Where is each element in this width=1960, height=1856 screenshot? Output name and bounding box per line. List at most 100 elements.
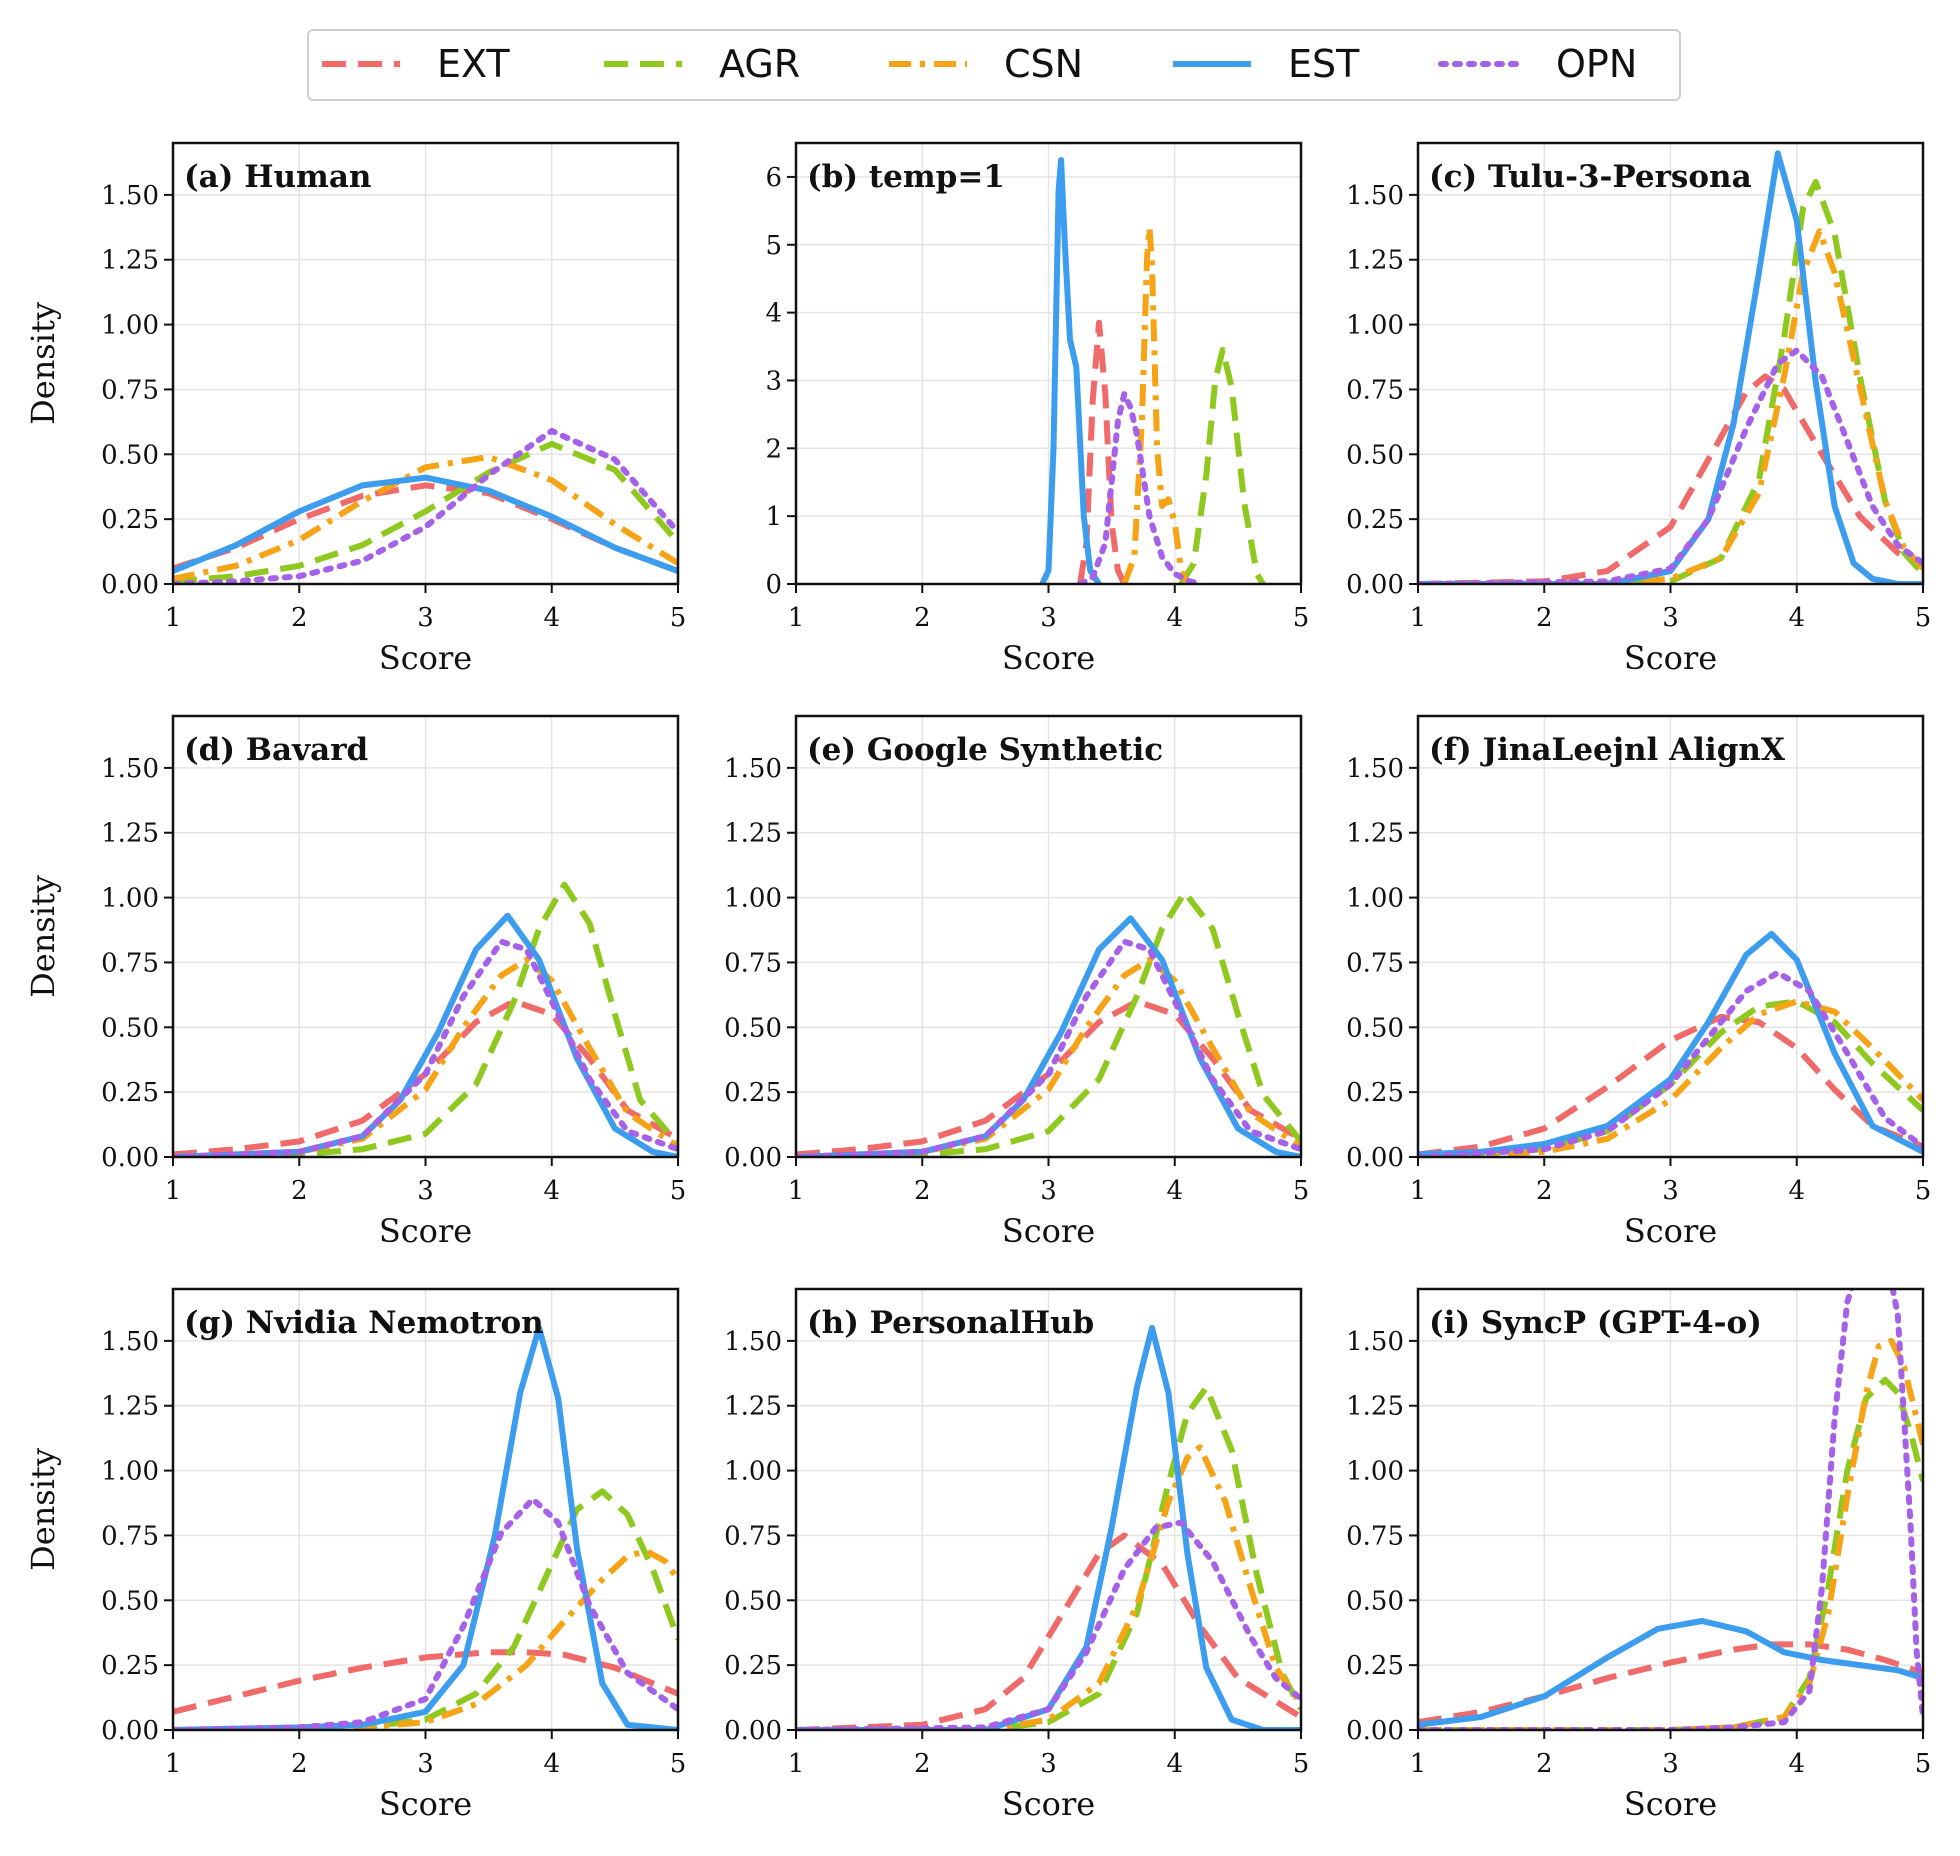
panels-grid: 1 2 3 4 5 0.00 0.25 0.50 0.75 1.00 1.25 1.50 (a) Hum… [24,141,1932,1823]
series-line-ext [796,1532,1301,1730]
x-tick-label: 1 [165,1176,182,1206]
y-tick-label: 0.00 [101,1143,159,1173]
y-tick-label: 0.25 [1346,1078,1404,1108]
panel-title: (c) Tulu-3-Persona [1429,159,1752,195]
series-line-ext [173,998,678,1157]
y-tick-label: 1.50 [724,1327,782,1357]
series-line-opn [796,938,1301,1157]
y-tick-label: 0.75 [724,1521,782,1551]
x-tick-label: 4 [1166,1749,1183,1779]
y-tick-label: 0.75 [1346,375,1404,405]
x-tick-label: 4 [543,603,560,633]
x-tick-label: 4 [1166,1176,1183,1206]
x-axis-label: Score [1002,1785,1095,1823]
series-line-csn [1418,1337,1923,1730]
y-tick-label: 1.00 [101,311,159,341]
y-tick-label: 0.25 [101,1078,159,1108]
legend-label-opn: OPN [1556,42,1637,86]
y-tick-label: 0.25 [101,1651,159,1681]
series-line-agr [173,440,678,584]
series-line-csn [796,1444,1301,1730]
x-tick-label: 3 [1040,603,1057,633]
legend-label-ext: EXT [437,42,510,86]
y-tick-label: 1.00 [1346,311,1404,341]
y-tick-label: 1.25 [1346,246,1404,276]
y-tick-label: 1.25 [1346,819,1404,849]
y-tick-label: 0.00 [724,1143,782,1173]
x-tick-label: 2 [291,603,308,633]
series-line-ext [1418,373,1923,584]
legend-label-agr: AGR [719,42,800,86]
y-tick-label: 0.25 [101,505,159,535]
y-tick-label: 0.00 [1346,1716,1404,1746]
series-line-opn [796,1519,1301,1730]
y-tick-label: 0.00 [1346,1143,1404,1173]
y-tick-label: 1.25 [101,819,159,849]
y-tick-label: 1.25 [724,819,782,849]
x-tick-label: 3 [1662,1176,1679,1206]
y-tick-label: 0.75 [724,948,782,978]
series-group [173,427,678,584]
y-tick-label: 0.50 [1346,440,1404,470]
y-tick-label: 0.50 [1346,1013,1404,1043]
x-axis-label: Score [1624,1785,1717,1823]
series-line-agr [796,1384,1301,1730]
y-tick-label: 1.50 [101,181,159,211]
y-tick-label: 1.00 [1346,884,1404,914]
x-tick-label: 5 [1915,1749,1932,1779]
panel-c: 1 2 3 4 5 0.00 0.25 0.50 0.75 1.00 1.25 1.50 (c) Tul… [1346,141,1932,677]
y-tick-label: 0.75 [101,375,159,405]
x-tick-label: 5 [670,1176,687,1206]
series-line-agr [1178,346,1266,584]
x-tick-label: 3 [1040,1176,1057,1206]
panel-title: (i) SyncP (GPT-4-o) [1429,1305,1762,1341]
y-tick-label: 0.00 [724,1716,782,1746]
series-line-est [1418,930,1923,1157]
x-tick-label: 1 [165,1749,182,1779]
y-tick-label: 1.50 [101,754,159,784]
y-axis-label: Density [24,302,62,425]
legend-label-csn: CSN [1004,42,1083,86]
x-tick-label: 3 [417,603,434,633]
y-tick-label: 0.25 [724,1651,782,1681]
x-axis-label: Score [1002,1212,1095,1250]
series-line-est [1418,150,1923,584]
y-tick-label: 1.50 [1346,181,1404,211]
panel-title: (b) temp=1 [807,159,1005,195]
series-line-opn [173,938,678,1157]
y-tick-label: 4 [765,299,782,329]
x-axis-label: Score [379,1212,472,1250]
y-tick-label: 0.00 [1346,570,1404,600]
x-tick-label: 5 [1915,603,1932,633]
panel-f: 1 2 3 4 5 0.00 0.25 0.50 0.75 1.00 1.25 1.50 (f) Jin… [1346,714,1932,1250]
legend-label-est: EST [1288,42,1360,86]
y-tick-label: 1.00 [1346,1457,1404,1487]
y-tick-label: 3 [765,366,782,396]
y-tick-label: 0.50 [101,1586,159,1616]
x-tick-label: 5 [1915,1176,1932,1206]
x-tick-label: 1 [1410,1176,1427,1206]
series-line-ext [1418,1641,1923,1726]
y-tick-label: 1.50 [724,754,782,784]
y-tick-label: 0.25 [724,1078,782,1108]
x-tick-label: 1 [165,603,182,633]
series-line-csn [173,1548,678,1730]
x-tick-label: 3 [1040,1749,1057,1779]
x-axis-label: Score [1002,639,1095,677]
x-tick-label: 1 [788,603,805,633]
series-group [1418,150,1923,584]
panel-a: 1 2 3 4 5 0.00 0.25 0.50 0.75 1.00 1.25 1.50 (a) Hum… [24,141,686,677]
y-tick-label: 0.50 [101,440,159,470]
y-tick-label: 0 [765,570,782,600]
x-tick-label: 2 [1536,603,1553,633]
series-line-csn [1418,998,1923,1157]
y-tick-label: 1.00 [724,1457,782,1487]
series-line-opn [1418,347,1923,584]
x-tick-label: 2 [1536,1749,1553,1779]
x-tick-label: 3 [1662,603,1679,633]
x-tick-label: 5 [1293,1749,1310,1779]
series-line-agr [173,881,678,1157]
series-line-agr [1418,1376,1923,1730]
panel-e: 1 2 3 4 5 0.00 0.25 0.50 0.75 1.00 1.25 1.50 (e) Goo… [724,714,1309,1250]
